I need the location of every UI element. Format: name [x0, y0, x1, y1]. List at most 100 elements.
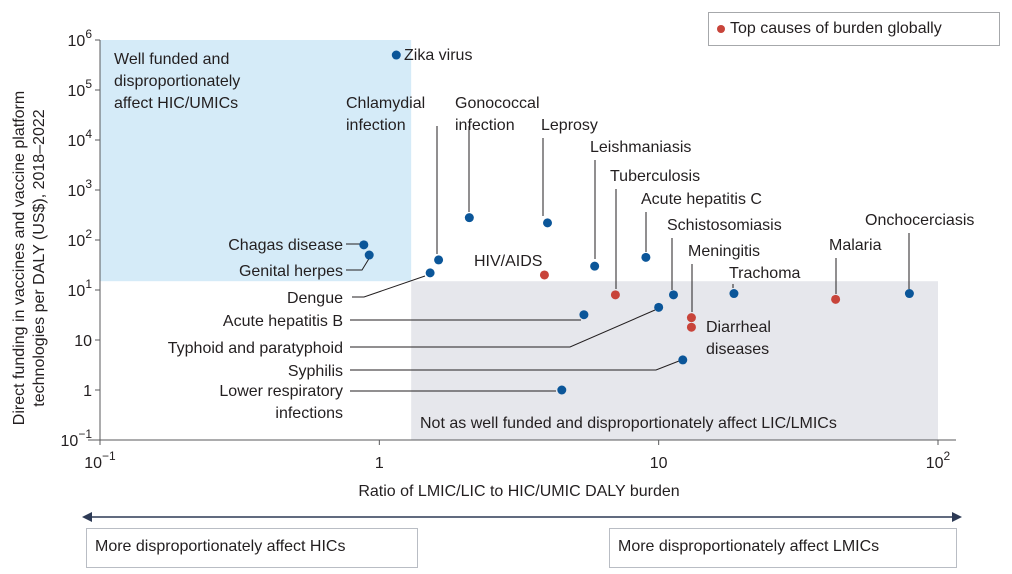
direction-box-right: More disproportionately affect LMICs [609, 528, 957, 568]
data-label: Leishmaniasis [590, 139, 691, 156]
data-point [425, 268, 435, 278]
y-tick-label: 105 [68, 77, 93, 100]
point-group: Gonococcal infection [455, 95, 540, 223]
data-label: Dengue [287, 290, 343, 307]
data-label: Lower respiratory [219, 383, 343, 400]
region-hic [100, 40, 412, 282]
data-label: Acute hepatitis C [641, 191, 762, 208]
x-axis-title: Ratio of LMIC/LIC to HIC/UMIC DALY burde… [358, 483, 679, 500]
data-point [391, 50, 401, 60]
region-lmic [411, 281, 938, 440]
data-label: Syphilis [288, 363, 343, 380]
point-group: Schistosomiasis [667, 217, 782, 300]
point-group: Acute hepatitis C [641, 191, 762, 262]
data-point [610, 290, 620, 300]
data-label: infection [346, 117, 406, 134]
point-group: Acute hepatitis B [223, 310, 589, 330]
point-group: Leprosy [541, 117, 598, 228]
point-group: Zika virus [391, 47, 472, 64]
data-point [641, 252, 651, 262]
point-group: HIV/AIDS [474, 253, 549, 280]
point-group: Leishmaniasis [590, 139, 691, 271]
region-hic-label: affect HIC/UMICs [114, 95, 238, 112]
y-tick-label: 104 [68, 127, 93, 150]
y-tick-label: 1 [83, 383, 92, 400]
legend: Top causes of burden globally [708, 12, 1000, 46]
point-group: Trachoma [729, 265, 801, 299]
data-label: Zika virus [404, 47, 472, 64]
x-tick-label: 1 [375, 455, 384, 472]
data-point [539, 270, 549, 280]
legend-marker [717, 25, 725, 33]
direction-right-label: More disproportionately affect LMICs [618, 538, 880, 555]
data-label: Tuberculosis [610, 168, 700, 185]
legend-label: Top causes of burden globally [730, 20, 942, 37]
data-point [729, 289, 739, 299]
data-point [434, 255, 444, 265]
data-label: HIV/AIDS [474, 253, 542, 270]
point-group: Chagas disease [228, 237, 369, 254]
point-group: Syphilis [288, 355, 688, 380]
data-label: Chlamydial [346, 95, 425, 112]
data-label: infections [275, 405, 343, 422]
direction-arrow-right [952, 512, 962, 522]
region-lmic-label: Not as well funded and disproportionatel… [420, 415, 837, 432]
direction-box-left: More disproportionately affect HICs [86, 528, 418, 568]
data-point [557, 385, 567, 395]
data-point [668, 290, 678, 300]
data-point [686, 322, 696, 332]
region-hic-label: Well funded and [114, 51, 229, 68]
y-tick-label: 101 [68, 277, 93, 300]
y-tick-label: 103 [68, 177, 93, 200]
leader-line [352, 275, 426, 298]
data-point [359, 240, 369, 250]
data-label: Genital herpes [239, 263, 343, 280]
leader-line [350, 309, 656, 348]
data-label: Acute hepatitis B [223, 313, 343, 330]
point-group: Lower respiratory infections [219, 383, 567, 422]
y-axis-title: Direct funding in vaccines and vaccine p… [11, 91, 48, 425]
point-group: Chlamydial infection [346, 95, 444, 265]
data-point [364, 250, 374, 260]
data-label: Malaria [829, 237, 882, 254]
direction-left-label: More disproportionately affect HICs [95, 538, 346, 555]
data-label: Meningitis [688, 243, 760, 260]
y-tick-label: 10−1 [61, 427, 93, 450]
x-tick-label: 10−1 [84, 449, 116, 472]
data-point [543, 218, 553, 228]
data-point [464, 213, 474, 223]
x-tick-label: 10 [650, 455, 668, 472]
data-point [678, 355, 688, 365]
data-point [904, 289, 914, 299]
data-point [579, 310, 589, 320]
data-label: Gonococcal [455, 95, 540, 112]
data-point [686, 313, 696, 323]
y-tick-label: 10 [74, 333, 92, 350]
data-point [654, 302, 664, 312]
point-group: Meningitis [686, 243, 760, 323]
x-tick-label: 102 [926, 449, 951, 472]
data-label: Leprosy [541, 117, 598, 134]
direction-arrow-left [82, 512, 92, 522]
data-label: infection [455, 117, 515, 134]
point-group: Dengue [287, 268, 435, 307]
data-label: Chagas disease [228, 237, 343, 254]
point-group: Diarrheal diseases [686, 319, 771, 358]
point-group: Onchocerciasis [865, 212, 974, 299]
data-point [590, 261, 600, 271]
point-group: Genital herpes [239, 250, 374, 280]
point-group: Typhoid and paratyphoid [168, 302, 664, 357]
leader-line [350, 360, 680, 371]
y-tick-label: 106 [68, 27, 93, 50]
data-point [831, 294, 841, 304]
data-label: Schistosomiasis [667, 217, 782, 234]
y-tick-label: 102 [68, 227, 93, 250]
data-label: Onchocerciasis [865, 212, 974, 229]
point-group: Malaria [829, 237, 882, 304]
region-hic-label: disproportionately [114, 73, 240, 90]
data-label: diseases [706, 341, 769, 358]
point-group: Tuberculosis [610, 168, 700, 300]
data-label: Typhoid and paratyphoid [168, 340, 343, 357]
leader-line [346, 256, 371, 271]
